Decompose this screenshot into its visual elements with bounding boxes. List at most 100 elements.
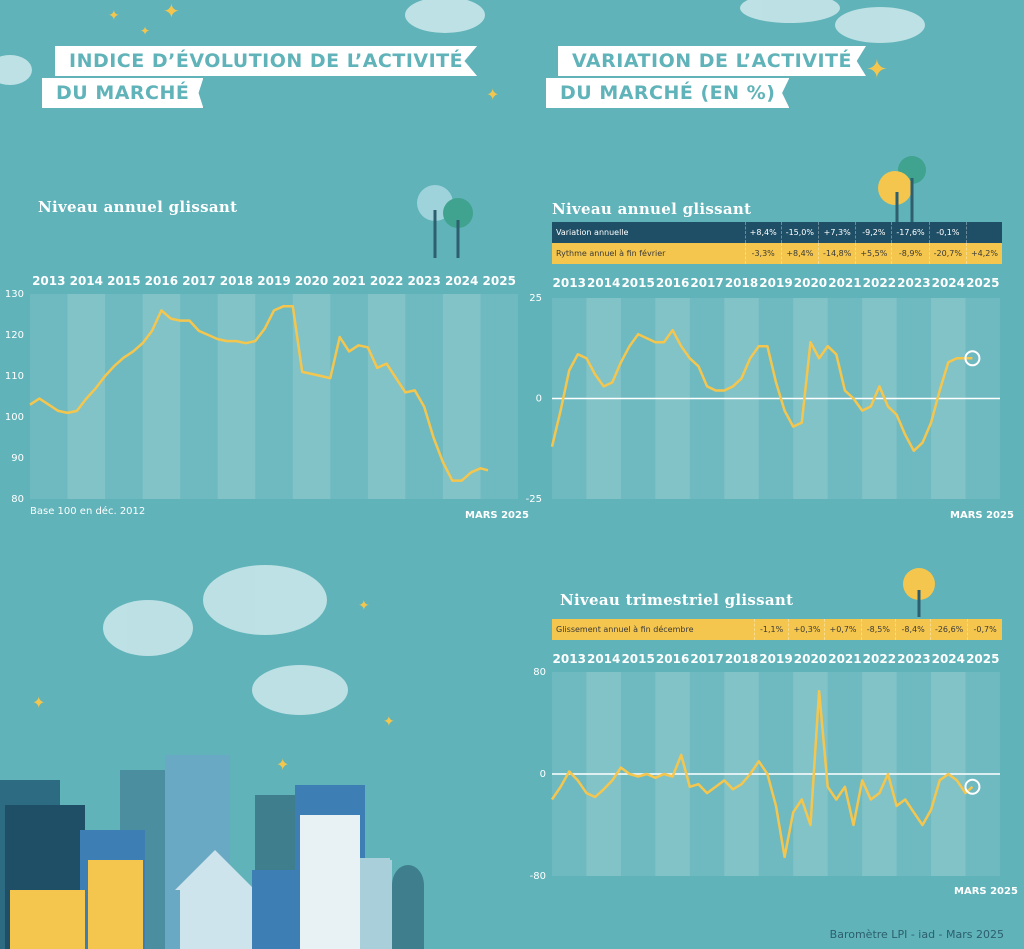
year-label: 2024 [445,274,478,288]
year-label: 2022 [863,276,896,290]
year-label: 2020 [794,276,827,290]
year-label: 2015 [621,652,654,666]
year-label: 2013 [32,274,65,288]
y-tick-label: 120 [5,330,24,341]
y-tick-label: -25 [526,494,542,505]
year-label: 2017 [690,276,723,290]
star-icon: ✦ [866,55,888,85]
year-label: 2023 [407,274,440,288]
star-icon: ✦ [108,8,120,24]
year-label: 2019 [257,274,290,288]
table-cell: +0,7% [824,619,862,640]
series-line [550,689,974,859]
year-band [442,294,481,499]
star-icon: ✦ [486,85,499,104]
table-cell: -9,2% [855,222,892,243]
year-label: 2015 [107,274,140,288]
right-top-section-title: Niveau annuel glissant [552,200,752,218]
year-label: 2023 [897,652,930,666]
year-label: 2018 [725,652,758,666]
year-label: 2019 [759,652,792,666]
year-label: 2013 [553,652,586,666]
table-cell: +5,5% [855,243,892,264]
table-cell: +8,4% [780,243,819,264]
row-label: Glissement annuel à fin décembre [552,619,755,640]
year-band [30,294,68,499]
year-band [405,294,443,499]
year-label: 2025 [966,276,999,290]
table-cell: +8,4% [744,222,782,243]
year-label: 2024 [932,652,965,666]
y-tick-label: 80 [533,667,546,678]
year-band [480,294,518,499]
star-icon: ✦ [276,755,289,774]
year-label: 2021 [828,652,861,666]
table-cell: -8,4% [895,619,931,640]
left-title-banner-line2: DU MARCHÉ [42,78,204,108]
cloud-icon [405,0,485,33]
y-tick-label: 90 [11,453,24,464]
year-label: 2021 [332,274,365,288]
year-label: 2017 [690,652,723,666]
y-tick-label: 0 [540,769,546,780]
row-label: Variation annuelle [552,222,746,243]
year-band [180,294,218,499]
table-cell: -17,6% [891,222,930,243]
table-cell: +7,3% [817,222,856,243]
table-cell: -14,8% [817,243,856,264]
table-cell: +4,2% [965,243,1002,264]
cloud-icon [835,7,925,43]
y-tick-label: -80 [530,871,546,882]
table-cell: -1,1% [753,619,789,640]
table-row: Rythme annuel à fin février -3,3% +8,4% -14… [552,243,1002,264]
cloud-icon [0,55,32,85]
year-label: 2023 [897,276,930,290]
cloud-icon [203,565,327,635]
date-label: MARS 2025 [954,886,1018,897]
date-label: MARS 2025 [465,510,529,521]
cloud-icon [740,0,840,23]
year-label: 2017 [182,274,215,288]
year-label: 2022 [370,274,403,288]
year-band [292,294,331,499]
tree-icon [417,185,473,258]
series-line [550,328,973,453]
table-cell: -20,7% [928,243,967,264]
date-label: MARS 2025 [950,510,1014,521]
year-label: 2014 [70,274,103,288]
table-cell: -3,3% [744,243,782,264]
star-icon: ✦ [383,714,395,730]
year-band [105,294,143,499]
base-note: Base 100 en déc. 2012 [30,506,146,517]
end-marker [964,778,981,795]
year-label: 2022 [863,652,896,666]
y-tick-label: 130 [5,289,24,300]
year-label: 2025 [483,274,516,288]
year-label: 2018 [725,276,758,290]
year-label: 2018 [220,274,253,288]
city-illustration [0,755,424,949]
table-cell: -0,1% [928,222,967,243]
year-band [142,294,181,499]
year-label: 2016 [656,276,689,290]
table-top: Variation annuelle +8,4% -15,0% +7,3% -9,2% -… [552,222,1002,264]
year-label: 2016 [656,652,689,666]
star-icon: ✦ [163,0,180,23]
table-cell: -26,6% [929,619,968,640]
year-label: 2020 [295,274,328,288]
year-label: 2014 [587,652,620,666]
y-tick-label: 80 [11,494,24,505]
cloud-icon [252,665,348,715]
tree-icon [878,156,926,222]
star-icon: ✦ [140,24,150,38]
year-label: 2015 [621,276,654,290]
year-label: 2020 [794,652,827,666]
y-tick-label: 110 [5,371,24,382]
year-band [255,294,293,499]
left-title-banner: INDICE D’ÉVOLUTION DE L’ACTIVITÉ [55,46,478,76]
right-title-banner-line2: DU MARCHÉ (EN %) [546,78,790,108]
